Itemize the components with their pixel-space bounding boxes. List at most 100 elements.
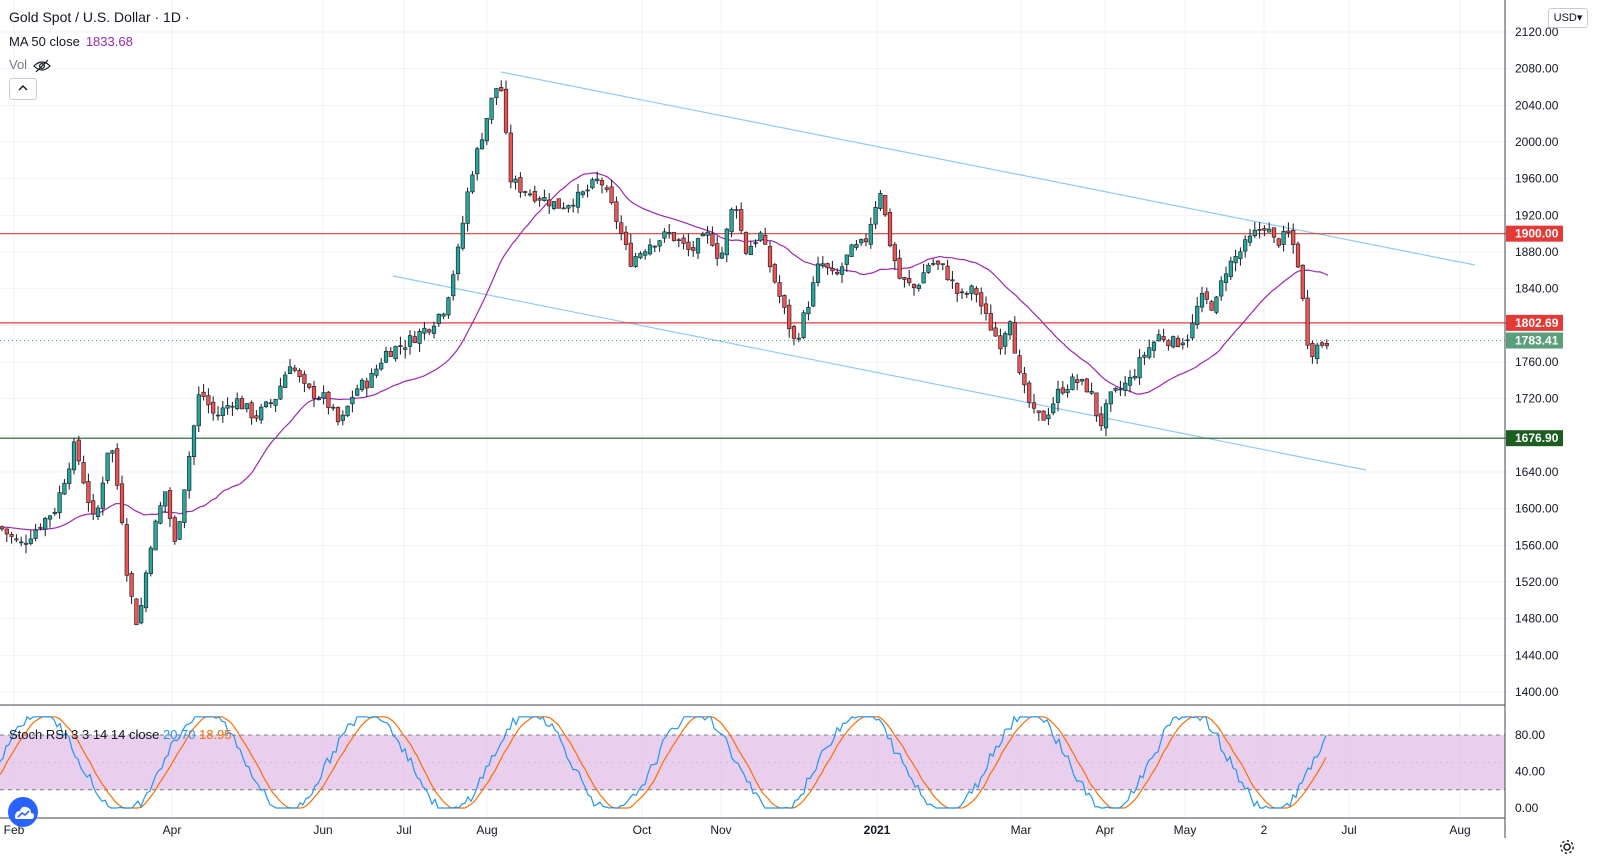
candle-body (47, 515, 53, 520)
candle-body (782, 295, 787, 308)
candle-body (863, 238, 869, 243)
price-tick-label: 2040.00 (1515, 98, 1559, 112)
candle-body (1070, 376, 1075, 390)
candle-body (436, 313, 441, 324)
candle-body (163, 491, 168, 507)
candle-body (503, 88, 509, 133)
price-tick-label: 1600.00 (1515, 502, 1559, 516)
candle-body (1271, 227, 1277, 238)
candle-body (1055, 388, 1061, 403)
candle-body (292, 367, 297, 371)
candle-body (1233, 256, 1238, 264)
candle-body (1180, 342, 1185, 346)
candle-body (1276, 238, 1281, 246)
collapse-legend-button[interactable] (9, 78, 37, 100)
candle-body (153, 520, 158, 551)
volume-legend[interactable]: Vol (9, 57, 51, 73)
candle-body (14, 538, 19, 541)
candle-body (1291, 229, 1296, 246)
candle-body (172, 517, 177, 542)
tradingview-logo[interactable] (8, 797, 38, 827)
candle-body (748, 245, 753, 255)
candle-body (955, 282, 960, 294)
price-tick-label: 1480.00 (1515, 612, 1559, 626)
candle-body (134, 598, 139, 626)
candle-body (964, 293, 969, 295)
candle-body (1094, 392, 1099, 416)
candle-body (926, 264, 931, 273)
candle-body (273, 399, 278, 406)
candle-body (1204, 291, 1209, 300)
price-tag-label: 1900.00 (1515, 227, 1559, 241)
price-tag-bg (1506, 332, 1563, 349)
currency-dropdown[interactable]: USD▾ (1548, 8, 1588, 28)
candle-body (489, 97, 494, 120)
candle-body (119, 483, 125, 523)
candle-body (662, 231, 667, 239)
candle-body (1017, 355, 1022, 374)
candle-body (139, 605, 144, 624)
candle-body (935, 260, 941, 265)
candle-body (383, 350, 389, 363)
channel-lower-line (392, 275, 1367, 471)
candle-body (844, 254, 849, 265)
candle-body (1286, 230, 1291, 233)
candle-body (1003, 333, 1008, 347)
candle-body (499, 87, 504, 92)
candle-body (475, 148, 480, 175)
candle-body (643, 251, 648, 256)
candle-body (225, 405, 230, 409)
stoch-legend: Stoch RSI 3 3 14 14 close 20.70 18.95 (9, 727, 232, 742)
candle-body (1315, 344, 1320, 360)
candle-body (907, 277, 912, 284)
candle-body (839, 266, 845, 275)
stoch-d-line (0, 716, 1327, 809)
candle-body (878, 193, 883, 209)
candle-body (959, 291, 965, 294)
candle-body (211, 401, 216, 414)
candle-body (1185, 339, 1190, 342)
candle-body (1108, 391, 1113, 405)
candle-body (595, 178, 600, 182)
time-tick-label: Jun (313, 823, 332, 837)
candle-body (67, 468, 72, 484)
candle-body (412, 336, 417, 343)
candle-body (177, 521, 182, 540)
candle-body (1281, 231, 1286, 245)
candle-body (585, 189, 590, 192)
candle-body (729, 209, 734, 233)
price-tick-label: 1440.00 (1515, 648, 1559, 662)
candle-body (345, 405, 350, 417)
candle-body (1247, 235, 1253, 243)
candle-body (479, 139, 485, 150)
candle-body (369, 373, 374, 388)
candle-body (263, 401, 269, 408)
eye-slash-icon[interactable] (33, 59, 51, 73)
vol-label: Vol (9, 57, 28, 72)
time-tick-label: Apr (1096, 823, 1115, 837)
stoch-axis: 80.00 40.00 0.00 (1515, 728, 1545, 815)
time-tick-label: 2021 (864, 823, 891, 837)
gear-icon[interactable] (1558, 838, 1576, 856)
candle-body (700, 233, 705, 237)
candle-body (705, 231, 710, 236)
stoch-k-value: 20.70 (162, 727, 196, 742)
candle-body (1175, 337, 1181, 348)
candle-body (230, 405, 235, 408)
price-tag-label: 1802.69 (1515, 316, 1559, 330)
candle-body (254, 415, 259, 419)
candle-body (1137, 357, 1142, 379)
price-tick-label: 1760.00 (1515, 355, 1559, 369)
candle-body (801, 312, 806, 339)
candle-body (1127, 377, 1133, 386)
candle-body (393, 346, 398, 360)
candle-body (777, 282, 782, 297)
candle-body (897, 257, 902, 279)
stoch-rsi-panel (0, 704, 1505, 809)
candle-body (1228, 260, 1233, 277)
candle-body (796, 337, 801, 340)
price-tick-label: 2120.00 (1515, 25, 1559, 39)
candle-body (993, 327, 998, 337)
candle-body (1065, 389, 1070, 393)
